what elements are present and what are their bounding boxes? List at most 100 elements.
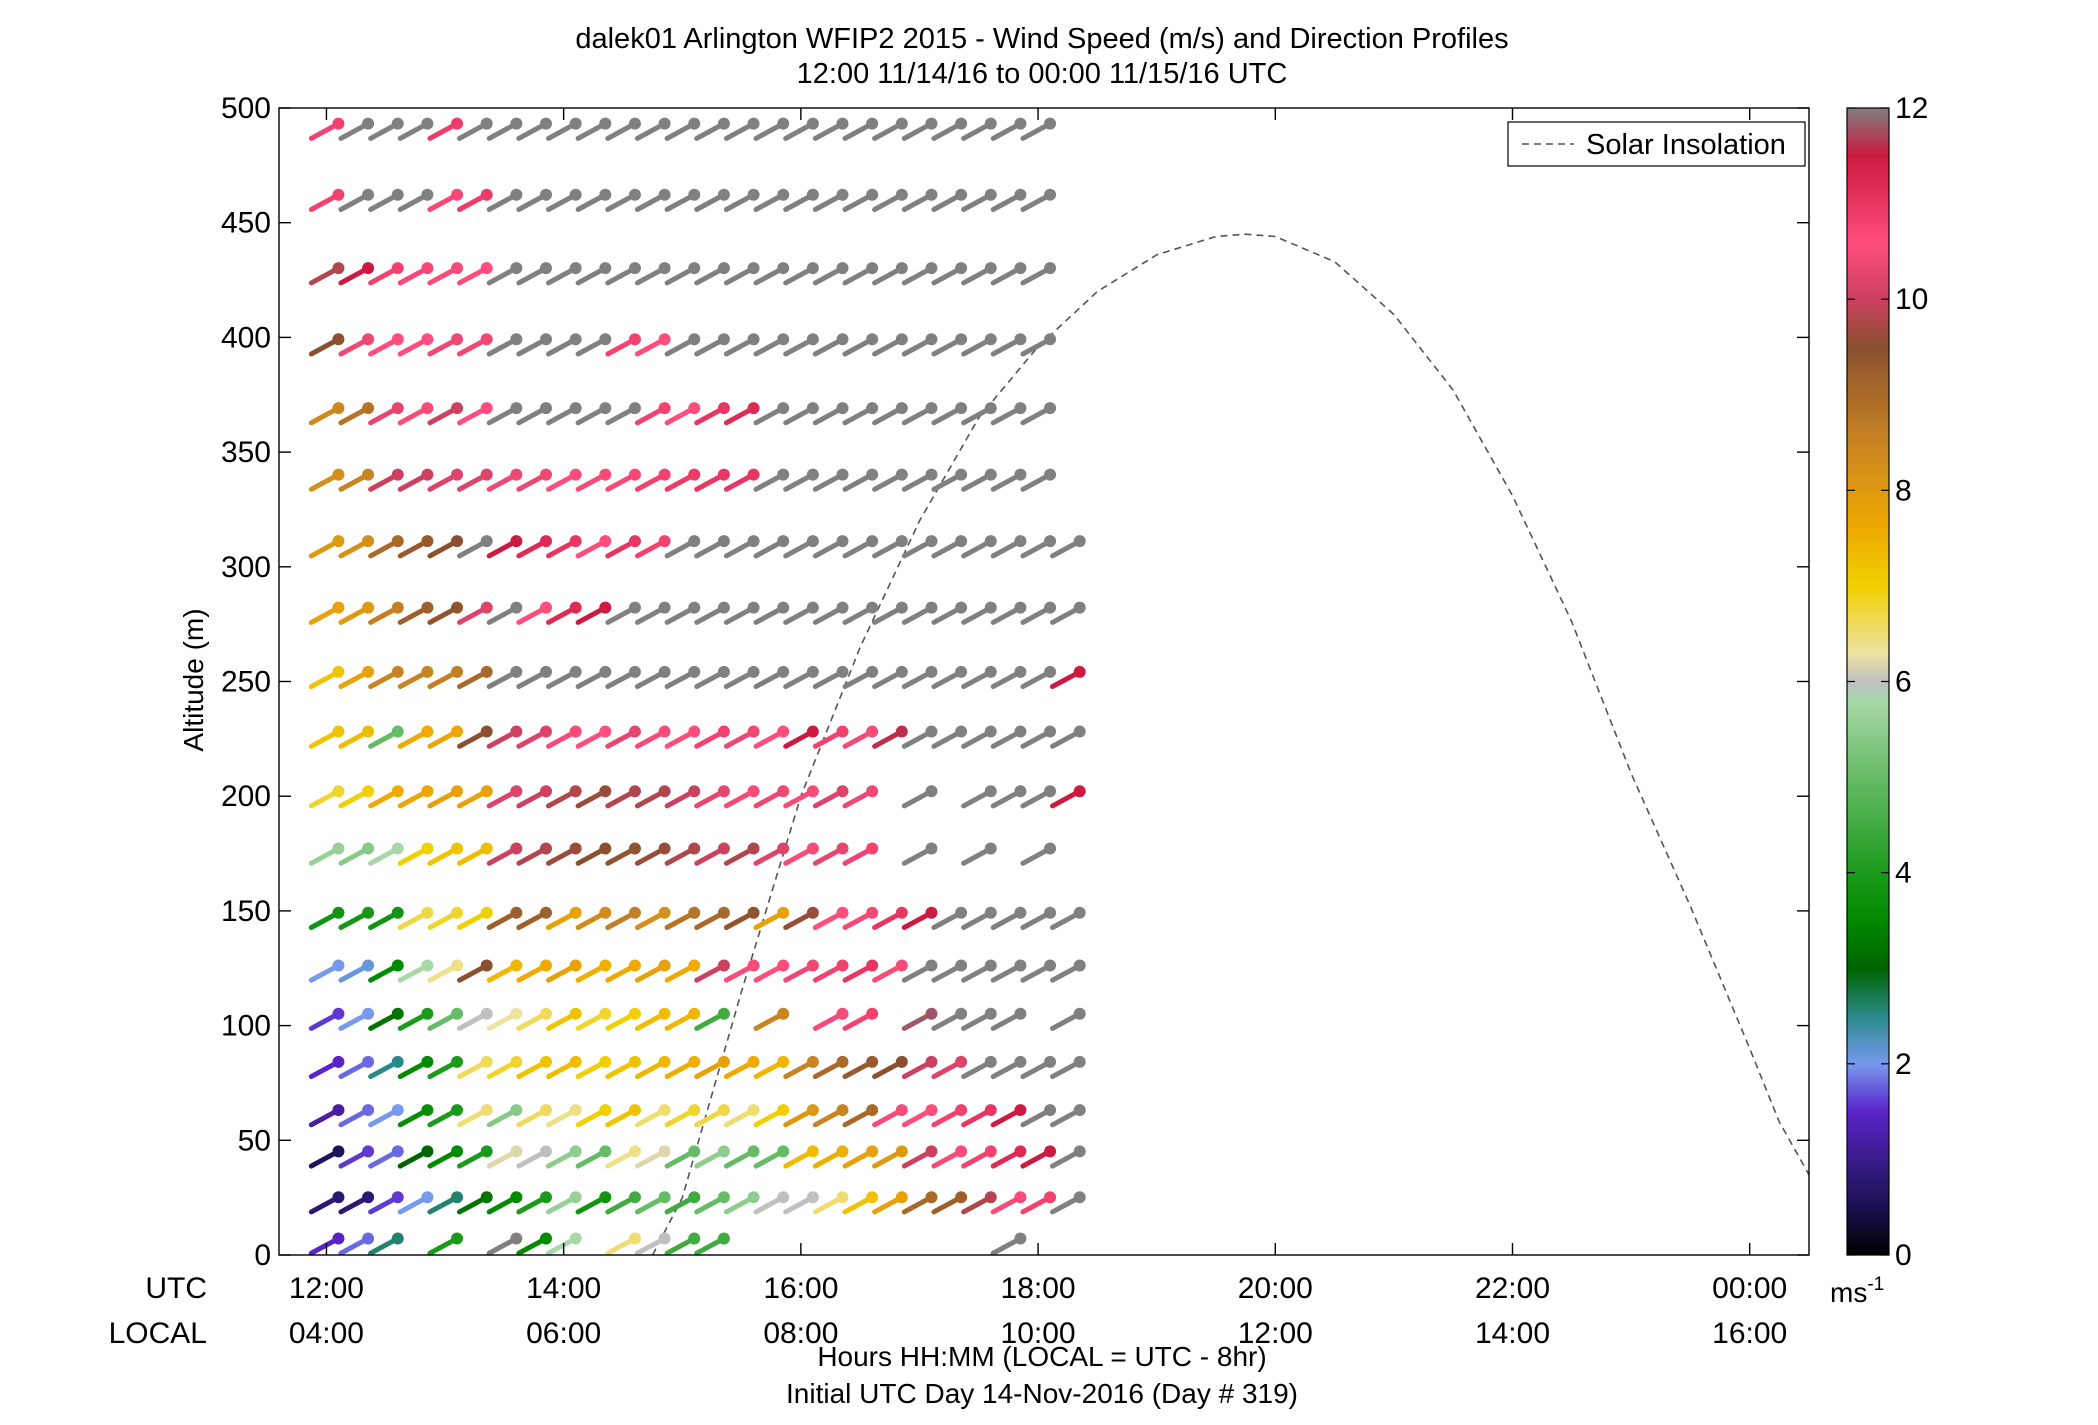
wind-barb <box>308 725 345 749</box>
wind-barb <box>783 117 819 141</box>
wind-barb-dot <box>955 535 968 548</box>
wind-barb <box>961 117 997 141</box>
wind-barb <box>753 188 790 212</box>
wind-barb <box>753 601 790 625</box>
wind-barb <box>397 1145 434 1169</box>
wind-barb <box>605 262 641 286</box>
wind-barb <box>486 665 523 690</box>
wind-barb <box>575 1055 612 1080</box>
wind-barb-dot <box>391 402 404 415</box>
wind-barb-dot <box>540 402 552 415</box>
wind-barb-dot <box>747 1145 760 1158</box>
wind-barb-dot <box>806 1055 819 1068</box>
wind-barb <box>872 1055 908 1080</box>
wind-barb-dot <box>747 906 760 919</box>
wind-barb-dot <box>332 725 345 738</box>
wind-barb <box>308 1007 345 1031</box>
wind-barb-dot <box>480 785 493 798</box>
wind-barb <box>753 959 790 983</box>
wind-barb <box>338 665 375 690</box>
wind-barb <box>694 1232 730 1255</box>
wind-barb <box>634 1191 671 1215</box>
wind-barb-dot <box>658 1104 671 1117</box>
wind-barb <box>783 842 819 866</box>
colorbar-ticks: 0 2 4 6 8 10 12 <box>1847 92 1928 1272</box>
wind-barb-dot <box>391 468 404 481</box>
y-axis: 0 50 100 150 200 250 300 350 400 450 500 <box>221 92 1809 1272</box>
wind-barb <box>1020 1104 1057 1128</box>
wind-barb-dot <box>599 665 612 678</box>
wind-barb <box>961 1007 997 1031</box>
wind-barb-dot <box>1014 117 1027 130</box>
wind-barb <box>990 188 1027 212</box>
wind-barb-dot <box>925 1007 938 1020</box>
wind-barb-dot <box>984 468 997 481</box>
wind-barb <box>783 262 819 286</box>
wind-barb-dot <box>540 1145 552 1158</box>
wind-barb-dot <box>480 1191 493 1204</box>
wind-barb <box>1020 188 1057 212</box>
wind-barb <box>812 188 849 212</box>
wind-barb-dot <box>569 725 582 738</box>
wind-barb <box>427 1007 464 1031</box>
solar-insolation-curve <box>651 233 1809 1255</box>
wind-barb <box>427 601 464 625</box>
wind-barb-dot <box>777 959 790 972</box>
wind-barb-dot <box>1014 1104 1027 1117</box>
wind-barb <box>753 906 790 930</box>
wind-barb <box>783 188 819 212</box>
wind-barb <box>486 1145 523 1169</box>
wind-barb-dot <box>1014 725 1027 738</box>
wind-barb-dot <box>628 785 641 798</box>
wind-barb <box>427 262 464 286</box>
wind-barb-dot <box>362 468 375 481</box>
wind-barb <box>427 117 464 141</box>
wind-barb-dot <box>717 1191 730 1204</box>
wind-barb <box>753 1191 790 1215</box>
wind-barb <box>1020 842 1057 866</box>
x-tick-label-utc: 00:00 <box>1712 1272 1787 1305</box>
wind-barb <box>368 1007 404 1031</box>
wind-barb-dot <box>717 262 730 275</box>
wind-barb <box>753 468 790 492</box>
wind-barb-dot <box>480 535 493 548</box>
wind-barb-dot <box>717 1055 730 1068</box>
wind-barb <box>516 188 552 212</box>
wind-barb-dot <box>510 959 523 972</box>
wind-barb-dot <box>332 1145 345 1158</box>
wind-barb <box>605 1232 641 1255</box>
wind-barb-dot <box>510 262 523 275</box>
wind-barb-dot <box>984 333 997 346</box>
wind-barb <box>516 785 552 809</box>
wind-barb <box>931 333 968 357</box>
wind-barb-dot <box>688 601 701 614</box>
wind-barb <box>368 402 404 426</box>
wind-barb-dot <box>806 262 819 275</box>
wind-barb-dot <box>717 1007 730 1020</box>
wind-barb-dot <box>1073 1145 1086 1158</box>
wind-barb <box>664 1007 701 1031</box>
wind-barb <box>901 725 938 749</box>
wind-barb <box>516 1191 552 1215</box>
wind-barb-dot <box>658 959 671 972</box>
wind-barb <box>872 725 908 749</box>
wind-barb <box>783 1145 819 1169</box>
wind-barb-dot <box>332 1007 345 1020</box>
wind-barb <box>812 842 849 866</box>
wind-barb <box>694 1104 730 1128</box>
wind-barb-dot <box>599 468 612 481</box>
wind-barb-dot <box>806 959 819 972</box>
wind-barb <box>397 906 434 930</box>
wind-barb-dot <box>628 262 641 275</box>
wind-barb-dot <box>628 1191 641 1204</box>
wind-barb-dot <box>688 1232 701 1245</box>
wind-barb <box>634 402 671 426</box>
wind-barb-dot <box>984 535 997 548</box>
wind-barb <box>605 906 641 930</box>
wind-barb <box>397 1007 434 1031</box>
wind-barb <box>961 785 997 809</box>
wind-barb-dot <box>628 333 641 346</box>
wind-barb <box>397 402 434 426</box>
wind-barb-dot <box>628 842 641 855</box>
